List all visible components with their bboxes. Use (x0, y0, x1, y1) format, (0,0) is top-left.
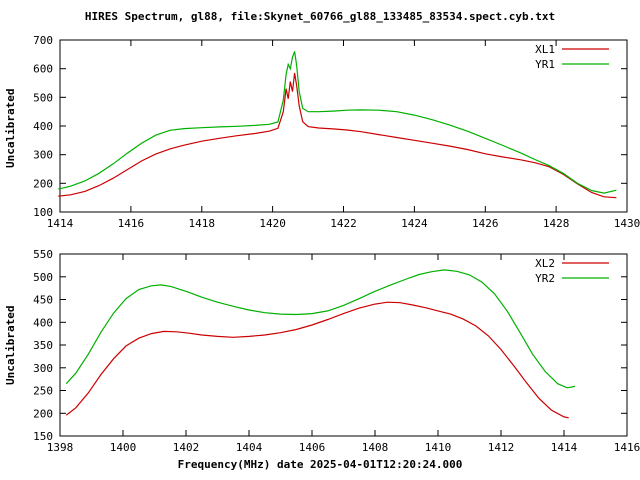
svg-text:200: 200 (33, 407, 53, 420)
svg-text:1416: 1416 (614, 441, 640, 452)
svg-text:1416: 1416 (118, 217, 145, 230)
svg-text:150: 150 (33, 430, 53, 443)
svg-text:1422: 1422 (330, 217, 357, 230)
svg-text:YR2: YR2 (535, 272, 555, 285)
svg-text:1408: 1408 (362, 441, 389, 452)
svg-text:1414: 1414 (47, 217, 74, 230)
svg-text:350: 350 (33, 339, 53, 352)
svg-text:1424: 1424 (401, 217, 428, 230)
svg-text:1430: 1430 (614, 217, 640, 230)
svg-text:YR1: YR1 (535, 58, 555, 71)
svg-text:1400: 1400 (110, 441, 137, 452)
svg-text:400: 400 (33, 316, 53, 329)
svg-text:500: 500 (33, 91, 53, 104)
svg-text:450: 450 (33, 294, 53, 307)
svg-text:1418: 1418 (189, 217, 216, 230)
svg-text:400: 400 (33, 120, 53, 133)
svg-text:1398: 1398 (47, 441, 74, 452)
svg-text:1410: 1410 (425, 441, 452, 452)
svg-text:XL2: XL2 (535, 257, 555, 270)
svg-text:250: 250 (33, 385, 53, 398)
svg-text:1426: 1426 (472, 217, 499, 230)
top-chart: 1414 1416 1418 1420 1422 1424 1426 1428 1430 100 2… (33, 34, 640, 230)
svg-text:1412: 1412 (488, 441, 515, 452)
svg-text:1406: 1406 (299, 441, 326, 452)
svg-text:100: 100 (33, 206, 53, 219)
chart-title: HIRES Spectrum, gl88, file:Skynet_60766_… (84, 10, 556, 23)
svg-text:1402: 1402 (173, 441, 200, 452)
svg-text:1404: 1404 (236, 441, 263, 452)
svg-text:1420: 1420 (259, 217, 286, 230)
svg-text:XL1: XL1 (535, 43, 555, 56)
bottom-chart: 1398 1400 1402 1404 1406 1408 1410 1412 1414 1416… (33, 248, 640, 452)
svg-text:500: 500 (33, 271, 53, 284)
svg-text:550: 550 (33, 248, 53, 261)
svg-text:1414: 1414 (551, 441, 578, 452)
svg-text:200: 200 (33, 177, 53, 190)
svg-text:300: 300 (33, 149, 53, 162)
svg-text:600: 600 (33, 63, 53, 76)
x-axis-label: Frequency(MHz) date 2025-04-01T12:20:24.… (177, 458, 463, 471)
svg-text:1428: 1428 (543, 217, 570, 230)
svg-text:300: 300 (33, 362, 53, 375)
svg-text:700: 700 (33, 34, 53, 47)
